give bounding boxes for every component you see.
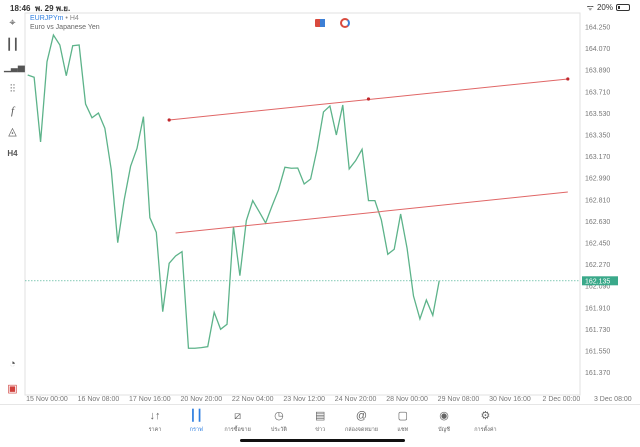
account-icon: ◉: [439, 410, 449, 422]
news-icon: ▤: [314, 410, 326, 422]
indicators-icon[interactable]: ▁▃▅: [4, 62, 25, 72]
trendline[interactable]: [175, 191, 568, 234]
bottom-nav: ↓↑ ราคา ┃┃ กราฟ ⧄ การซื้อขาย ◷ ประวัติ ▤ ข่าว @ กล่…: [0, 404, 640, 447]
y-tick-label: 164.250: [585, 25, 610, 32]
battery-percent: 20%: [596, 3, 613, 12]
x-tick-label: 24 Nov 20:00: [335, 396, 377, 403]
y-tick-label: 161.370: [585, 370, 610, 377]
nav-item[interactable]: ◷ ประวัติ: [254, 409, 304, 434]
objects-icon[interactable]: ◬: [8, 126, 17, 138]
one-click-trade-icon[interactable]: [315, 19, 325, 27]
nav-item-label: แชท: [397, 427, 409, 433]
nav-item-label: ข่าว: [315, 427, 326, 433]
x-tick-label: 3 Dec 08:00: [594, 396, 632, 403]
y-tick-label: 162.270: [585, 262, 610, 269]
nav-item-label: กราฟ: [189, 427, 203, 433]
x-tick-label: 29 Nov 08:00: [438, 396, 480, 403]
y-tick-label: 163.710: [585, 89, 610, 96]
y-tick-label: 163.530: [585, 111, 610, 118]
y-tick-label: 161.730: [585, 327, 610, 334]
history-icon: ◷: [274, 410, 284, 422]
price-chart[interactable]: 164.250 164.070 163.890 163.710 163.530 163.3…: [0, 0, 640, 404]
nav-item-label: ราคา: [148, 427, 162, 433]
chart-header: EURJPYm • H4 Euro vs Japanese Yen: [30, 15, 100, 31]
nav-item-label: ประวัติ: [270, 427, 287, 433]
signal-icon[interactable]: [340, 18, 350, 28]
y-tick-label: 161.550: [585, 349, 610, 356]
left-toolbar: ⌖ ┃┃ ▁▃▅ ⫶⫶ f ◬ H4 ◔ ▣: [0, 13, 25, 403]
settings-sliders-icon[interactable]: ⫶⫶: [9, 83, 16, 95]
trendline-anchor: [167, 118, 171, 122]
app-logo-icon[interactable]: ▣: [7, 383, 18, 395]
nav-item-label: กล่องจดหมาย: [344, 427, 379, 433]
plot-frame: [24, 12, 581, 396]
x-tick-label: 17 Nov 16:00: [129, 396, 171, 403]
chat-check-icon[interactable]: ◔: [9, 358, 16, 370]
y-tick-label: 161.910: [585, 305, 610, 312]
crosshair-icon[interactable]: ⌖: [9, 17, 16, 29]
x-tick-label: 23 Nov 12:00: [283, 396, 325, 403]
symbol-description: Euro vs Japanese Yen: [30, 24, 100, 31]
trendline-anchor: [566, 77, 570, 81]
battery-icon: [616, 4, 630, 11]
last-price-badge: [582, 276, 618, 286]
x-tick-label: 15 Nov 00:00: [26, 396, 68, 403]
symbol-name[interactable]: EURJPYm: [30, 15, 64, 22]
nav-item[interactable]: ⚙ การตั้งค่า: [460, 409, 510, 434]
y-tick-label: 162.810: [585, 197, 610, 204]
quotes-icon: ↓↑: [149, 410, 161, 422]
nav-item-label: บัญชี: [438, 427, 451, 433]
y-tick-label: 163.350: [585, 133, 610, 140]
nav-item[interactable]: ⧄ การซื้อขาย: [213, 409, 263, 434]
x-tick-label: 22 Nov 04:00: [232, 396, 274, 403]
y-tick-label: 162.630: [585, 219, 610, 226]
wifi-icon: ᯤ: [586, 3, 594, 12]
y-tick-label: 162.090: [585, 284, 610, 291]
status-bar: 18:46 พ. 29 พ.ย. ᯤ 20%: [0, 0, 640, 13]
last-price-label: 162.135: [585, 278, 610, 285]
home-indicator: [240, 439, 405, 442]
x-tick-label: 2 Dec 00:00: [543, 396, 581, 403]
function-icon[interactable]: f: [10, 105, 15, 117]
nav-item[interactable]: ▤ ข่าว: [295, 409, 345, 434]
y-tick-label: 162.450: [585, 241, 610, 248]
y-tick-label: 164.070: [585, 46, 610, 53]
nav-item[interactable]: ↓↑ ราคา: [130, 409, 180, 434]
nav-item[interactable]: ▢ แชท: [378, 409, 428, 434]
chart-icon: ┃┃: [189, 410, 203, 422]
chart-type-icon[interactable]: ┃┃: [5, 39, 20, 51]
settings-icon: ⚙: [480, 410, 491, 422]
nav-item[interactable]: ┃┃ กราฟ: [171, 409, 221, 434]
nav-item-label: การตั้งค่า: [474, 427, 497, 433]
nav-item[interactable]: @ กล่องจดหมาย: [337, 409, 387, 434]
nav-item-label: การซื้อขาย: [224, 427, 251, 433]
trendline-anchor: [366, 97, 371, 101]
status-time: 18:46 พ. 29 พ.ย.: [10, 4, 71, 13]
x-tick-label: 20 Nov 20:00: [180, 396, 222, 403]
x-tick-label: 30 Nov 16:00: [489, 396, 531, 403]
y-tick-label: 163.890: [585, 68, 610, 75]
x-tick-label: 16 Nov 08:00: [78, 396, 120, 403]
timeframe-label: H4: [69, 15, 79, 22]
y-tick-label: 163.170: [585, 154, 610, 161]
price-line: [27, 33, 440, 349]
mailbox-icon: @: [355, 410, 368, 422]
x-tick-label: 28 Nov 00:00: [386, 396, 428, 403]
timeframe-button[interactable]: H4: [7, 149, 18, 158]
trade-icon: ⧄: [234, 410, 242, 422]
chat-icon: ▢: [397, 410, 408, 422]
y-tick-label: 162.990: [585, 176, 610, 183]
nav-item[interactable]: ◉ บัญชี: [419, 409, 469, 434]
